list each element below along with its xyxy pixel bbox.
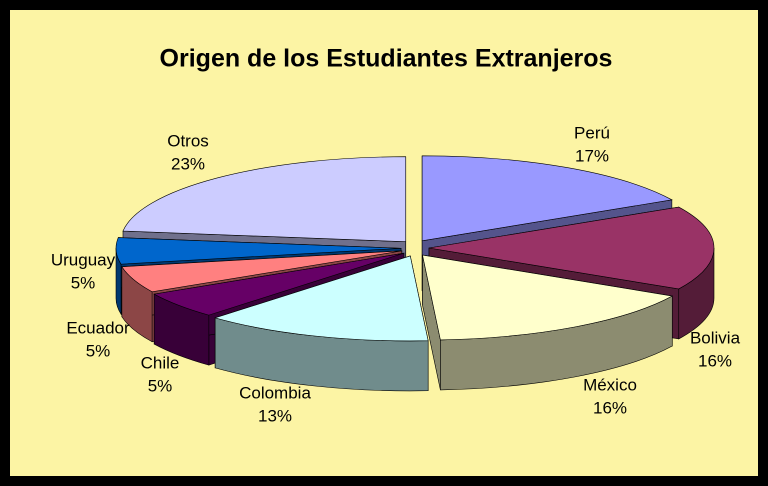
slice-value-label: 16%: [593, 398, 627, 417]
chart-title: Origen de los Estudiantes Extranjeros: [160, 45, 613, 73]
slice: [428, 206, 715, 290]
slice-value-label: 23%: [171, 154, 205, 173]
slice: [214, 255, 429, 342]
slice: [153, 252, 405, 316]
slice-label: Uruguay: [51, 250, 116, 269]
slice-value-label: 16%: [698, 351, 732, 370]
slice-label: Perú: [574, 123, 610, 142]
slice-label: Chile: [141, 353, 180, 372]
slice: [422, 254, 674, 341]
slice-label: Bolivia: [690, 328, 741, 347]
slice-label: Ecuador: [66, 318, 130, 337]
slice-value-label: 17%: [575, 146, 609, 165]
slice: [122, 156, 407, 243]
slice-label: México: [583, 375, 637, 394]
slice-value-label: 13%: [258, 406, 292, 425]
slice: [421, 155, 673, 242]
slice-value-label: 5%: [148, 376, 173, 395]
slice-label: Colombia: [239, 383, 311, 402]
slice-label: Otros: [167, 131, 209, 150]
slice-value-label: 5%: [71, 273, 96, 292]
slice: [121, 250, 402, 293]
slice-value-label: 5%: [86, 341, 111, 360]
slice: [115, 237, 402, 265]
